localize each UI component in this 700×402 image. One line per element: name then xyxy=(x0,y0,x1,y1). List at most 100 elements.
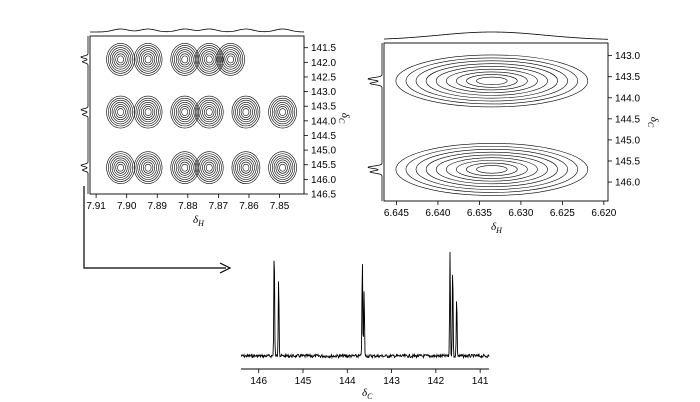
right-contour-group xyxy=(395,54,589,196)
contour-line xyxy=(205,108,213,116)
arrow-head xyxy=(219,262,232,274)
contour-line xyxy=(237,102,255,123)
contour-line xyxy=(170,95,200,129)
contour-line xyxy=(231,95,261,129)
contour-line xyxy=(273,102,292,123)
contour-line xyxy=(142,53,154,66)
contour-line xyxy=(270,153,296,182)
contour-line xyxy=(435,154,548,185)
y-tick-label: 145.0 xyxy=(615,135,640,146)
contour-line xyxy=(204,53,215,66)
arrow-connector xyxy=(83,186,226,269)
contour-peak xyxy=(170,95,200,129)
contour-line xyxy=(179,161,190,174)
x-tick-label: 7.91 xyxy=(86,201,106,212)
contour-line xyxy=(200,157,219,178)
contour-line xyxy=(205,55,213,64)
contour-line xyxy=(196,45,222,74)
contour-line xyxy=(141,104,156,120)
x-tick-label: 6.620 xyxy=(591,208,616,219)
right-y-axis-title: δC xyxy=(646,117,660,128)
contour-line xyxy=(175,102,194,123)
contour-line xyxy=(115,106,126,118)
contour-line xyxy=(109,155,132,180)
contour-line xyxy=(115,161,126,174)
contour-line xyxy=(223,51,238,68)
contour-peak xyxy=(194,43,224,76)
y-tick-label: 146.0 xyxy=(615,178,640,189)
contour-line xyxy=(194,95,224,129)
y-tick-label: 143.5 xyxy=(615,72,640,83)
contour-peak xyxy=(231,151,261,184)
contour-line xyxy=(198,100,220,125)
contour-line xyxy=(221,49,240,70)
contour-line xyxy=(113,159,128,176)
right-plot-frame xyxy=(383,42,609,202)
contour-line xyxy=(177,104,192,120)
contour-line xyxy=(133,43,163,76)
x-tick-label: 143 xyxy=(383,376,400,387)
contour-line xyxy=(115,53,126,66)
contour-line xyxy=(135,97,161,127)
contour-line xyxy=(216,43,245,76)
contour-line xyxy=(425,151,558,187)
contour-line xyxy=(425,63,558,99)
contour-line xyxy=(170,151,200,184)
contour-line xyxy=(235,155,257,180)
contour-line xyxy=(405,146,579,193)
contour-peak xyxy=(106,43,135,76)
contour-line xyxy=(415,60,568,102)
contour-line xyxy=(395,54,589,108)
contour-line xyxy=(117,55,124,64)
contour-line xyxy=(117,163,124,172)
contour-line xyxy=(133,95,163,129)
contour-peak xyxy=(395,143,589,196)
contour-line xyxy=(111,102,130,123)
y-tick-label: 141.5 xyxy=(311,43,336,54)
x-tick-label: 6.645 xyxy=(384,208,409,219)
contour-line xyxy=(135,153,161,182)
contour-line xyxy=(198,155,220,180)
y-tick-label: 142.0 xyxy=(311,58,336,69)
contour-line xyxy=(177,51,192,68)
contour-peak xyxy=(194,151,224,184)
right-y-axis: 143.0 143.5 144.0 144.5 145.0 145.5 146.0 xyxy=(608,51,640,189)
contour-line xyxy=(237,157,255,178)
contour-line xyxy=(196,97,222,127)
contour-line xyxy=(144,55,152,64)
contour-line xyxy=(108,97,134,127)
contour-line xyxy=(225,53,236,66)
contour-peak xyxy=(170,151,200,184)
contour-line xyxy=(271,155,294,180)
contour-line xyxy=(179,53,190,66)
left-side-projection xyxy=(80,36,89,194)
y-tick-label: 146.0 xyxy=(311,175,336,186)
contour-line xyxy=(142,106,154,118)
x-tick-label: 146 xyxy=(250,376,267,387)
contour-line xyxy=(135,45,161,74)
contour-line xyxy=(109,47,132,72)
y-tick-label: 144.5 xyxy=(311,131,336,142)
contour-line xyxy=(174,47,196,72)
y-tick-label: 142.5 xyxy=(311,72,336,83)
y-tick-label: 144.5 xyxy=(615,114,640,125)
contour-line xyxy=(238,104,253,120)
y-tick-label: 143.0 xyxy=(615,51,640,62)
contour-line xyxy=(113,104,128,120)
x-tick-label: 7.88 xyxy=(178,201,198,212)
contour-line xyxy=(170,43,200,76)
contour-line xyxy=(456,160,528,179)
contour-line xyxy=(238,159,253,176)
contour-peak xyxy=(268,151,297,184)
x-tick-label: 6.625 xyxy=(550,208,575,219)
contour-peak xyxy=(170,43,200,76)
y-tick-label: 143.5 xyxy=(311,102,336,113)
contour-line xyxy=(279,108,286,116)
contour-line xyxy=(279,163,286,172)
contour-line xyxy=(204,106,215,118)
contour-line xyxy=(476,165,508,174)
x-tick-label: 7.87 xyxy=(209,201,229,212)
contour-line xyxy=(141,159,156,176)
contour-line xyxy=(141,51,156,68)
